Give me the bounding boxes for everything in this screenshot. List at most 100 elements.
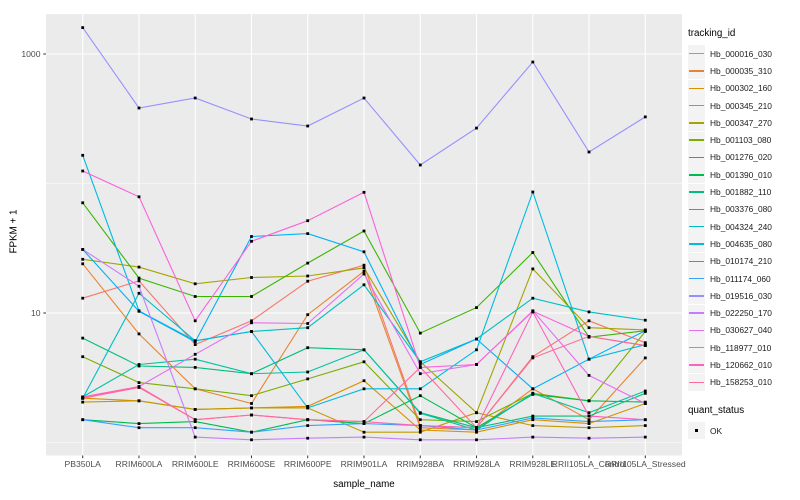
quant-legend-item: OK bbox=[688, 422, 800, 440]
data-point bbox=[137, 364, 141, 368]
legend-item: Hb_001276_020 bbox=[688, 148, 800, 166]
data-point bbox=[475, 438, 478, 442]
data-point bbox=[643, 389, 647, 393]
legend-item: Hb_019516_030 bbox=[688, 287, 800, 305]
data-point bbox=[418, 430, 422, 434]
legend-line-swatch bbox=[689, 174, 704, 176]
legend-label: Hb_001103_080 bbox=[710, 135, 772, 146]
legend-line-swatch bbox=[689, 381, 704, 384]
legend-key bbox=[688, 183, 705, 201]
y-tick-label: 1000 bbox=[21, 49, 40, 59]
data-point bbox=[362, 229, 366, 233]
data-point bbox=[418, 428, 422, 432]
data-point bbox=[475, 426, 478, 430]
legend-label: Hb_022250_170 bbox=[710, 308, 772, 319]
legend-key bbox=[688, 218, 705, 236]
legend-key bbox=[688, 287, 705, 305]
data-point bbox=[362, 272, 366, 276]
data-point bbox=[362, 283, 366, 287]
legend-line-swatch bbox=[689, 346, 704, 349]
legend-item: Hb_001390_010 bbox=[688, 166, 800, 184]
legend-item: Hb_158253_010 bbox=[688, 373, 800, 391]
legend-key bbox=[688, 131, 705, 149]
data-point bbox=[418, 387, 422, 391]
data-point bbox=[475, 126, 478, 130]
data-point bbox=[531, 296, 535, 300]
data-point bbox=[137, 279, 141, 283]
data-point bbox=[362, 422, 366, 425]
legend-line-swatch bbox=[689, 87, 704, 90]
legend-key bbox=[688, 62, 705, 80]
data-point bbox=[250, 394, 253, 398]
legend-key bbox=[688, 270, 705, 287]
x-tick-label: PB350LA bbox=[65, 459, 102, 469]
data-point bbox=[418, 394, 422, 398]
legend-line-swatch bbox=[689, 260, 704, 262]
data-point bbox=[137, 332, 141, 336]
data-point bbox=[250, 117, 253, 121]
y-tick-labels: 1000 10 bbox=[21, 49, 40, 318]
x-tick-label: RRIM600LE bbox=[172, 459, 219, 469]
legend-key bbox=[688, 79, 705, 97]
x-tick-label: RRIM928LE bbox=[509, 459, 556, 469]
data-point bbox=[306, 313, 310, 317]
legend-label: Hb_030627_040 bbox=[710, 325, 772, 336]
legend-item: Hb_010174_210 bbox=[688, 252, 800, 270]
data-point bbox=[193, 340, 197, 344]
legend-line-swatch bbox=[689, 208, 704, 211]
data-point bbox=[193, 366, 197, 369]
data-point bbox=[306, 346, 310, 350]
data-point bbox=[362, 269, 366, 273]
data-point bbox=[362, 263, 366, 267]
data-point bbox=[418, 411, 422, 415]
x-tick-label: RRIM600LA bbox=[116, 459, 163, 469]
legend-line-swatch bbox=[689, 312, 704, 314]
data-point bbox=[418, 331, 422, 335]
legend-label: Hb_000016_030 bbox=[710, 48, 772, 59]
data-point bbox=[643, 402, 647, 405]
legend-item: Hb_030627_040 bbox=[688, 321, 800, 339]
data-point bbox=[643, 424, 647, 427]
legend-line-swatch bbox=[689, 329, 704, 332]
data-point bbox=[362, 190, 366, 194]
data-point bbox=[193, 426, 197, 430]
data-point bbox=[531, 424, 535, 427]
data-point bbox=[418, 366, 422, 369]
legend-line-swatch bbox=[689, 104, 704, 107]
x-tick-label: RRIM600SE bbox=[228, 459, 276, 469]
y-axis-title: FPKM + 1 bbox=[8, 209, 20, 254]
data-point bbox=[306, 261, 310, 265]
data-point bbox=[81, 153, 85, 157]
data-point bbox=[250, 321, 253, 325]
data-point bbox=[362, 430, 366, 434]
data-point bbox=[643, 391, 647, 395]
data-point bbox=[531, 416, 535, 420]
x-axis-title: sample_name bbox=[333, 479, 395, 490]
data-point bbox=[137, 399, 141, 403]
data-point bbox=[81, 400, 85, 404]
legend-label: Hb_158253_010 bbox=[710, 377, 772, 388]
data-point bbox=[531, 356, 535, 360]
legend-line-swatch bbox=[689, 225, 704, 228]
data-points bbox=[81, 26, 647, 442]
data-point bbox=[306, 405, 310, 408]
point-icon bbox=[695, 429, 699, 433]
legend-label: Hb_004324_240 bbox=[710, 221, 772, 232]
data-point bbox=[418, 438, 422, 442]
data-point bbox=[81, 169, 85, 173]
data-point bbox=[475, 348, 478, 352]
x-tick-label: RRIM928BA bbox=[396, 459, 444, 469]
legend-item: Hb_011174_060 bbox=[688, 270, 800, 287]
data-point bbox=[587, 436, 591, 440]
x-tick-label: RRIM901LA bbox=[341, 459, 388, 469]
data-point bbox=[643, 418, 647, 422]
legend-key bbox=[688, 304, 705, 322]
legend-line-swatch bbox=[689, 364, 704, 366]
data-point bbox=[643, 341, 647, 345]
legend-key bbox=[688, 373, 705, 391]
data-point bbox=[531, 190, 535, 194]
data-point bbox=[250, 235, 253, 238]
legend-key bbox=[688, 339, 705, 357]
quant-legend-key bbox=[688, 422, 705, 440]
